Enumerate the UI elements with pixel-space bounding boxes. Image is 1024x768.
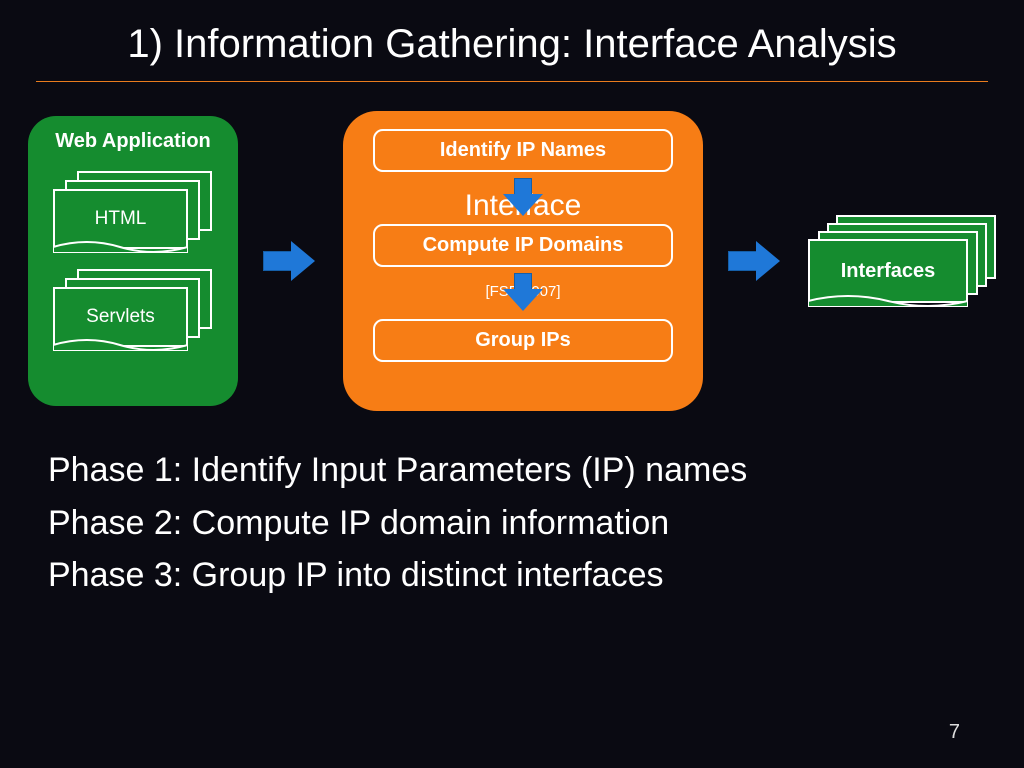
phase-1-text: Phase 1: Identify Input Parameters (IP) … xyxy=(48,444,976,497)
interfaces-card: Interfaces xyxy=(808,239,968,303)
interfaces-stack: Interfaces xyxy=(808,215,996,307)
title-underline xyxy=(36,81,988,82)
servlets-doc-card: Servlets xyxy=(53,287,188,347)
page-number: 7 xyxy=(949,721,960,744)
process-box: Identify IP Names Interface Compute IP D… xyxy=(343,111,703,411)
web-application-title: Web Application xyxy=(55,130,211,153)
web-application-box: Web Application HTML Servlets xyxy=(28,116,238,406)
servlets-doc-label: Servlets xyxy=(86,306,155,328)
step-group-ips: Group IPs xyxy=(373,319,673,362)
arrow-right-icon xyxy=(728,241,784,281)
step-identify-ip-names: Identify IP Names xyxy=(373,129,673,172)
arrow-down-icon xyxy=(503,273,543,313)
arrow-down-icon xyxy=(503,178,543,218)
slide-title: 1) Information Gathering: Interface Anal… xyxy=(0,0,1024,81)
step-compute-ip-domains: Compute IP Domains xyxy=(373,224,673,267)
html-doc-card: HTML xyxy=(53,189,188,249)
phase-2-text: Phase 2: Compute IP domain information xyxy=(48,497,976,550)
html-doc-stack: HTML xyxy=(53,171,213,251)
html-doc-label: HTML xyxy=(95,208,147,230)
servlets-doc-stack: Servlets xyxy=(53,269,213,349)
phase-list: Phase 1: Identify Input Parameters (IP) … xyxy=(0,416,1024,602)
interfaces-label: Interfaces xyxy=(841,260,936,283)
arrow-right-icon xyxy=(263,241,319,281)
phase-3-text: Phase 3: Group IP into distinct interfac… xyxy=(48,549,976,602)
diagram-row: Web Application HTML Servlets Identify I… xyxy=(0,106,1024,416)
